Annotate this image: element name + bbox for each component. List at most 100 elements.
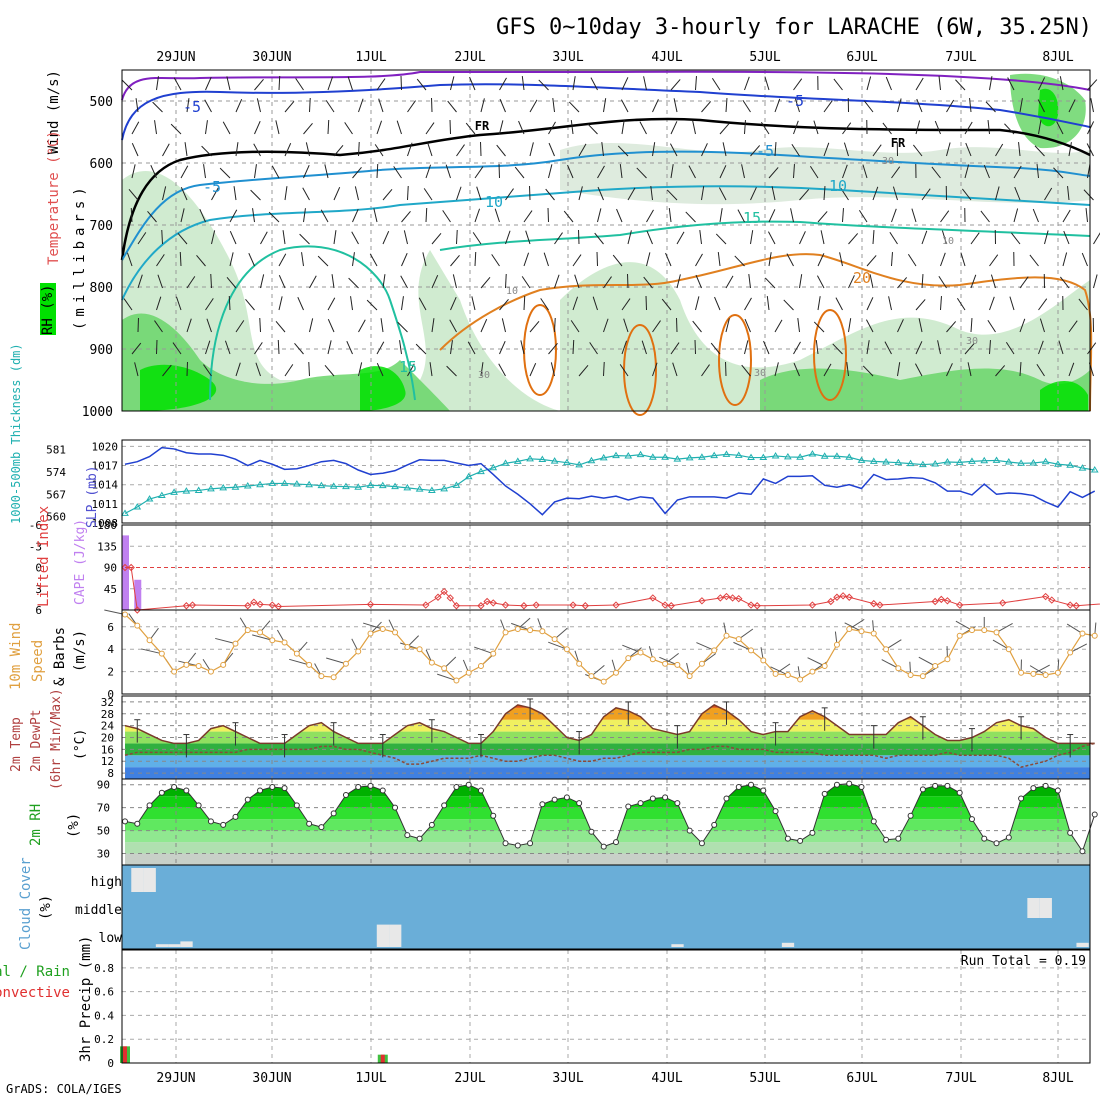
cloud-cover-block xyxy=(1027,898,1039,918)
cloud-cover-block xyxy=(389,925,401,947)
cloud-cover-block xyxy=(671,944,683,947)
rh-point xyxy=(135,821,140,826)
wind-speed-point xyxy=(871,631,876,636)
wind-speed-point xyxy=(847,627,852,632)
rh-tick: 70 xyxy=(97,802,110,815)
rh-point xyxy=(1055,788,1060,793)
date-label-bottom: 5JUL xyxy=(749,1071,780,1086)
wind-speed-point xyxy=(994,630,999,635)
precip-convective-bar xyxy=(381,1055,385,1063)
wind-speed-point xyxy=(552,637,557,642)
rh-tick: 50 xyxy=(97,825,110,838)
cloud-axis-label-2: (%) xyxy=(38,895,54,920)
wind-speed-point xyxy=(540,629,545,634)
rh-point xyxy=(589,829,594,834)
date-label-bottom: 8JUL xyxy=(1042,1071,1073,1086)
wind-speed-point xyxy=(380,627,385,632)
rh-contour-label: 30 xyxy=(754,368,766,379)
cloud-tick-high: high xyxy=(91,875,122,890)
rh-point xyxy=(528,841,533,846)
wind-axis-label-1: 10m Wind xyxy=(8,623,24,690)
rh-point xyxy=(601,844,606,849)
rh-point xyxy=(307,821,312,826)
wind-axis-label-3: & Barbs xyxy=(52,627,68,686)
rh-point xyxy=(712,822,717,827)
rh-point xyxy=(331,811,336,816)
rh-point xyxy=(945,783,950,788)
precip-axis-label-units: 3hr Precip (mm) xyxy=(78,936,94,1062)
rh-point xyxy=(282,786,287,791)
wind-speed-point xyxy=(761,658,766,663)
temp-contour-label: -5 xyxy=(203,178,221,196)
rh-axis-label-1: 2m RH xyxy=(28,804,44,846)
wind-speed-point xyxy=(1006,647,1011,652)
rh-point xyxy=(233,814,238,819)
wind-speed-point xyxy=(773,671,778,676)
li-axis-label: Lifted Index xyxy=(36,506,52,607)
wind-speed-point xyxy=(123,612,128,617)
temp-contour-label: 15 xyxy=(399,358,417,376)
temp-axis-label-3: (6hr Min/Max) xyxy=(49,688,64,790)
temperature-axis-label: Temperature (°C) xyxy=(46,130,62,265)
wind-speed-point xyxy=(626,656,631,661)
rh-contour-label: 10 xyxy=(942,236,954,247)
wind-axis-label-4: (m/s) xyxy=(72,630,88,672)
date-label-top: 4JUL xyxy=(651,50,682,65)
temp-contour-label: -5 xyxy=(786,92,804,110)
pressure-axis-label: (millibars) xyxy=(72,182,88,330)
wind-speed-point xyxy=(491,651,496,656)
rh-band xyxy=(122,854,1090,865)
rh-point xyxy=(196,803,201,808)
rh-point xyxy=(380,788,385,793)
precip-tick: 0.4 xyxy=(94,1009,114,1022)
wind-speed-point xyxy=(859,629,864,634)
upper-wind-barb xyxy=(1094,232,1100,244)
wind-speed-point xyxy=(822,664,827,669)
wind-speed-point xyxy=(184,662,189,667)
rh-point xyxy=(184,788,189,793)
rh-point xyxy=(994,841,999,846)
date-label-top: 1JUL xyxy=(355,50,386,65)
rh-point xyxy=(393,805,398,810)
wind-speed-point xyxy=(442,666,447,671)
rh-point xyxy=(969,817,974,822)
thickness-tick: 567 xyxy=(46,488,66,501)
wind-speed-point xyxy=(724,633,729,638)
rh-axis-label-2: (%) xyxy=(66,813,82,838)
rh-point xyxy=(159,790,164,795)
wind-speed-point xyxy=(933,664,938,669)
wind-speed-point xyxy=(393,630,398,635)
date-label-bottom: 1JUL xyxy=(355,1071,386,1086)
wind-speed-point xyxy=(810,669,815,674)
cape-tick: 45 xyxy=(104,583,117,596)
temp-contour-label: 10 xyxy=(485,193,503,211)
precip-tick: 0 xyxy=(107,1057,114,1070)
wind-speed-point xyxy=(675,662,680,667)
rh-point xyxy=(920,787,925,792)
rh-point xyxy=(368,783,373,788)
wind-speed-point xyxy=(798,677,803,682)
rh-point xyxy=(675,801,680,806)
rh-point xyxy=(405,833,410,838)
temp-contour-label: 10 xyxy=(829,177,847,195)
slp-panel-bg xyxy=(122,440,1090,523)
rh-point xyxy=(454,785,459,790)
rh-point xyxy=(208,819,213,824)
rh-point xyxy=(564,795,569,800)
cloud-cover-block xyxy=(144,868,156,892)
freezing-level-label: FR xyxy=(475,119,490,133)
rh-point xyxy=(896,836,901,841)
rh-point xyxy=(147,803,152,808)
rh-point xyxy=(356,785,361,790)
chart-title: GFS 0~10day 3-hourly for LARACHE (6W, 35… xyxy=(496,15,1092,40)
wind-speed-point xyxy=(528,628,533,633)
date-label-top: 6JUL xyxy=(846,50,877,65)
pressure-tick: 1000 xyxy=(82,405,113,420)
wind-speed-point xyxy=(601,679,606,684)
rh-point xyxy=(871,819,876,824)
date-label-top: 5JUL xyxy=(749,50,780,65)
upper-wind-barb xyxy=(1094,274,1098,288)
wind-speed-point xyxy=(454,678,459,683)
wind-speed-point xyxy=(258,630,263,635)
rh-point xyxy=(822,791,827,796)
